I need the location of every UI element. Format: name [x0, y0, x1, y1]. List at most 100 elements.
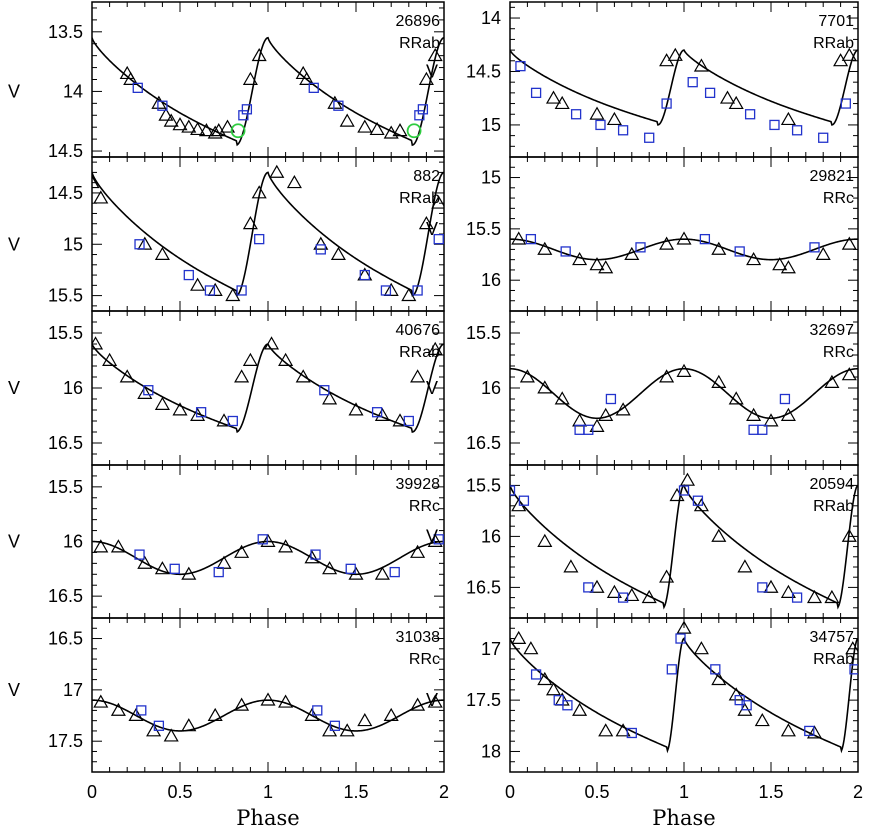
data-point-square: [257, 534, 268, 545]
data-point-triangle: [357, 119, 373, 133]
data-point-triangle: [615, 402, 631, 416]
y-axis-label: V: [8, 378, 20, 398]
data-point-triangle: [589, 418, 605, 432]
panel-frame: [509, 1, 859, 158]
data-point-triangle: [304, 550, 320, 564]
y-tick-label: 18: [481, 741, 501, 761]
data-point-triangle: [806, 725, 823, 739]
y-axis-label: V: [426, 61, 438, 81]
panel-39928: 15.5 16 16.5 V 39928 RRc: [8, 464, 445, 619]
data-point-square: [757, 424, 768, 435]
data-point-triangle: [728, 95, 744, 110]
data-point-square: [757, 582, 768, 593]
data-point-triangle: [554, 391, 570, 405]
data-point-triangle: [251, 185, 267, 199]
y-tick-label: 15.5: [48, 477, 83, 497]
data-point-square: [741, 700, 752, 711]
data-point-triangle: [598, 723, 614, 737]
data-point-triangle: [589, 579, 605, 593]
data-point-triangle: [93, 190, 109, 204]
data-point-triangle: [242, 352, 258, 366]
data-point-square: [661, 98, 672, 109]
data-point-triangle: [278, 694, 294, 708]
data-point-triangle: [260, 533, 276, 547]
data-point-triangle: [841, 236, 857, 250]
data-point-triangle: [572, 251, 588, 266]
data-point-triangle: [92, 174, 100, 189]
data-point-triangle: [427, 533, 443, 547]
data-point-square: [371, 407, 383, 418]
data-point-square: [530, 669, 542, 680]
data-point-triangle: [263, 336, 280, 350]
data-point-triangle: [172, 402, 188, 416]
y-tick-label: 15.5: [466, 219, 501, 239]
y-tick-label: 16: [63, 532, 83, 552]
data-point-triangle: [676, 620, 692, 634]
data-point-square: [389, 566, 400, 578]
data-point-square: [635, 242, 646, 253]
data-point-triangle: [537, 533, 553, 547]
y-axis-label: V: [426, 219, 438, 239]
data-point-square: [380, 285, 392, 296]
data-point-square: [515, 60, 526, 72]
data-point-square: [333, 100, 344, 111]
data-point-triangle: [110, 539, 126, 553]
panel-frame: [509, 156, 859, 312]
data-point-triangle: [383, 282, 399, 296]
y-tick-label: 13.5: [48, 22, 83, 42]
y-axis-label: V: [426, 526, 438, 546]
data-point-square: [308, 82, 319, 93]
data-point-triangle: [137, 385, 153, 399]
data-point-square: [734, 246, 745, 257]
data-point-triangle: [615, 723, 631, 737]
data-point-triangle: [693, 58, 709, 72]
y-tick-label: 16: [481, 270, 501, 290]
data-point-square: [675, 633, 686, 644]
data-point-square: [417, 104, 429, 115]
data-point-triangle: [198, 123, 214, 137]
data-point-triangle: [746, 251, 762, 266]
data-point-square: [791, 125, 803, 136]
data-point-triangle: [154, 246, 170, 261]
data-point-triangle: [427, 47, 443, 62]
data-point-square: [134, 239, 145, 250]
y-tick-label: 16.5: [466, 433, 501, 453]
data-point-triangle: [190, 407, 206, 421]
data-point-square: [310, 549, 321, 560]
data-point-triangle: [374, 407, 390, 421]
star-id-label: 32697: [810, 322, 855, 339]
data-point-triangle: [102, 352, 118, 366]
y-axis-label: V: [8, 532, 20, 552]
data-point-triangle: [154, 396, 170, 410]
y-tick-label: 17.5: [48, 731, 83, 751]
y-tick-label: 15: [481, 168, 501, 188]
x-tick-label: 0: [87, 782, 97, 802]
data-point-square: [626, 727, 637, 739]
data-point-triangle: [711, 528, 727, 542]
y-tick-label: 15: [63, 234, 83, 254]
data-point-square: [518, 495, 530, 506]
panel-34757: 17 17.5 18 V 0 0.5 1 1.5 2 Phase 34757 RRab: [426, 617, 863, 830]
data-point-square: [157, 100, 168, 111]
data-point-triangle: [154, 561, 170, 575]
data-point-triangle: [322, 391, 338, 405]
data-point-triangle: [369, 121, 385, 136]
data-point-triangle: [322, 561, 338, 575]
variable-type-label: RRab: [813, 498, 854, 515]
data-point-square: [744, 109, 756, 120]
x-tick-label: 0.5: [584, 782, 609, 802]
data-point-triangle: [511, 231, 527, 245]
y-tick-label: 17.5: [466, 690, 501, 710]
model-curve: [510, 367, 858, 420]
data-point-triangle: [772, 257, 788, 271]
data-point-square: [510, 485, 516, 496]
data-point-square: [562, 700, 573, 711]
y-tick-label: 16.5: [466, 577, 501, 597]
panel-29821: 15 15.5 16 V 29821 RRc: [426, 156, 859, 312]
variable-type-label: RRab: [399, 344, 440, 361]
data-point-triangle: [572, 702, 588, 716]
data-point-triangle: [190, 277, 206, 291]
data-point-square: [403, 415, 414, 427]
data-point-square: [412, 285, 423, 296]
star-id-label: 26896: [396, 13, 441, 30]
